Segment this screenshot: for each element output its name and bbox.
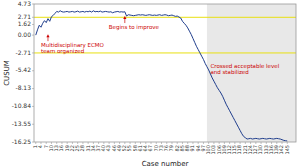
plot-area xyxy=(34,4,296,142)
x-tick xyxy=(151,142,152,144)
annotation-line: team organized xyxy=(41,48,84,55)
x-tick xyxy=(213,142,214,144)
x-tick xyxy=(287,142,288,144)
x-tick xyxy=(109,142,110,144)
annotation-line: and stabilized xyxy=(210,69,248,75)
x-tick xyxy=(67,142,68,144)
y-tick-label: 4.73 xyxy=(18,0,32,7)
x-tick xyxy=(182,142,183,144)
x-tick xyxy=(93,142,94,144)
x-tick xyxy=(266,142,267,144)
x-tick xyxy=(271,142,272,144)
x-tick xyxy=(114,142,115,144)
x-tick xyxy=(130,142,131,144)
x-tick xyxy=(234,142,235,144)
y-tick-label: 0.00 xyxy=(18,31,32,38)
x-tick xyxy=(282,142,283,144)
x-tick xyxy=(276,142,277,144)
x-tick xyxy=(124,142,125,144)
shaded-region xyxy=(207,4,296,142)
x-tick xyxy=(187,142,188,144)
x-tick xyxy=(135,142,136,144)
x-tick xyxy=(103,142,104,144)
x-tick xyxy=(198,142,199,144)
chart: -16.25 -13.55 -10.84 -8.13 -5.42 -2.71 0.00 1.6… xyxy=(0,0,300,168)
x-tick xyxy=(192,142,193,144)
plot-frame xyxy=(34,4,296,142)
y-tick-label: -16.25 xyxy=(12,138,32,145)
x-tick xyxy=(240,142,241,144)
annotation: Begins to improve xyxy=(109,24,160,31)
y-tick-label: 1.62 xyxy=(18,20,32,27)
annotation-arrowhead xyxy=(123,16,126,19)
x-tick xyxy=(82,142,83,144)
reference-line xyxy=(34,17,296,18)
x-tick xyxy=(88,142,89,144)
x-tick xyxy=(203,142,204,144)
annotation: Multidisciplinary ECMOteam organized xyxy=(41,42,105,56)
x-tick xyxy=(61,142,62,144)
annotation-arrow xyxy=(47,37,48,42)
y-tick xyxy=(32,124,34,125)
x-tick xyxy=(229,142,230,144)
x-tick xyxy=(161,142,162,144)
y-tick xyxy=(32,106,34,107)
y-tick xyxy=(32,4,34,5)
x-tick xyxy=(177,142,178,144)
y-axis-label: CUSUM xyxy=(3,60,11,86)
cusum-line xyxy=(36,11,288,141)
x-tick-label: 145 xyxy=(284,145,290,155)
x-tick xyxy=(166,142,167,144)
x-tick xyxy=(250,142,251,144)
annotation-arrowhead xyxy=(46,34,49,37)
x-tick xyxy=(261,142,262,144)
x-tick xyxy=(224,142,225,144)
annotation-line: Begins to improve xyxy=(109,24,160,31)
x-tick xyxy=(171,142,172,144)
x-tick xyxy=(156,142,157,144)
x-tick xyxy=(140,142,141,144)
x-tick xyxy=(208,142,209,144)
y-tick-label: -8.13 xyxy=(15,84,31,91)
x-tick xyxy=(46,142,47,144)
x-tick xyxy=(77,142,78,144)
x-tick xyxy=(72,142,73,144)
y-tick xyxy=(32,88,34,89)
x-tick xyxy=(145,142,146,144)
x-tick xyxy=(40,142,41,144)
x-tick xyxy=(56,142,57,144)
x-tick xyxy=(98,142,99,144)
y-tick xyxy=(32,24,34,25)
x-tick xyxy=(35,142,36,144)
y-tick xyxy=(32,35,34,36)
y-tick-label: 2.71 xyxy=(18,13,32,20)
y-tick-label: -10.84 xyxy=(12,102,32,109)
y-tick-label: -2.71 xyxy=(15,49,31,56)
y-tick xyxy=(32,70,34,71)
y-tick-label: -13.55 xyxy=(12,120,32,127)
annotation-arrow xyxy=(124,19,125,24)
y-tick xyxy=(32,142,34,143)
annotation: Crossed acceptable leveland stabilized xyxy=(210,63,279,76)
y-tick xyxy=(32,17,34,18)
x-axis-label: Case number xyxy=(142,160,189,168)
y-tick xyxy=(32,52,34,53)
x-tick xyxy=(51,142,52,144)
x-tick xyxy=(255,142,256,144)
y-tick-label: -5.42 xyxy=(15,66,31,73)
x-tick xyxy=(219,142,220,144)
x-tick xyxy=(245,142,246,144)
x-tick xyxy=(119,142,120,144)
